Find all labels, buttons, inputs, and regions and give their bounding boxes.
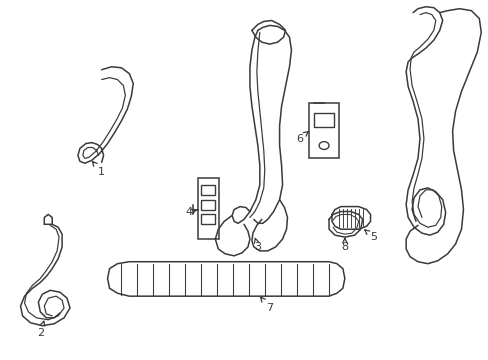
Bar xyxy=(314,113,333,127)
Bar xyxy=(200,215,215,224)
Text: 3: 3 xyxy=(254,238,261,252)
Text: 2: 2 xyxy=(37,321,44,338)
Text: 4: 4 xyxy=(184,207,196,217)
Bar xyxy=(308,103,338,158)
Text: 8: 8 xyxy=(341,238,347,252)
Bar xyxy=(200,185,215,195)
Bar xyxy=(200,200,215,210)
Bar xyxy=(197,178,219,239)
Text: 1: 1 xyxy=(92,162,105,177)
Text: 5: 5 xyxy=(364,230,376,242)
Text: 7: 7 xyxy=(260,297,273,313)
Text: 6: 6 xyxy=(295,131,307,144)
